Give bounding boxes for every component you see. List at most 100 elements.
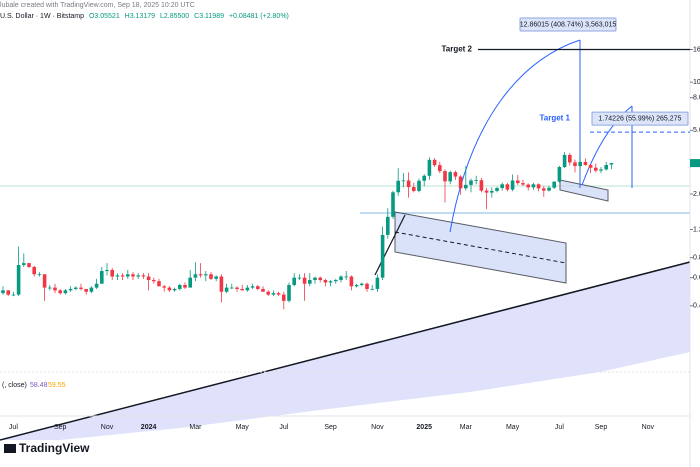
candle-body xyxy=(256,286,260,289)
candle-body xyxy=(287,284,291,301)
candle-body xyxy=(183,284,187,288)
candle-body xyxy=(552,181,556,188)
candle-body xyxy=(568,154,572,163)
x-tick-label: Jul xyxy=(555,424,564,431)
candle-body xyxy=(297,277,302,279)
candle-body xyxy=(479,180,484,191)
x-tick-label: Mar xyxy=(189,424,202,431)
candle-body xyxy=(79,287,83,289)
candle-body xyxy=(510,180,515,190)
candle-body xyxy=(126,274,130,277)
candle-body xyxy=(401,180,406,182)
candle-body xyxy=(6,290,10,295)
target-box xyxy=(591,111,689,126)
x-tick-label: Mar xyxy=(460,424,473,431)
y-tick-label: 8.0 xyxy=(693,95,700,102)
candle-body xyxy=(328,281,333,283)
candle-body xyxy=(557,166,562,182)
projection-arc xyxy=(449,39,581,233)
candle-body xyxy=(438,165,442,172)
candle-body xyxy=(209,274,213,279)
candle-body xyxy=(11,294,16,296)
channel-mid xyxy=(394,231,567,264)
candle-body xyxy=(573,162,577,167)
candle-body xyxy=(198,274,203,276)
candle-body xyxy=(58,290,62,294)
candle-body xyxy=(505,184,510,190)
candle-body xyxy=(68,288,73,291)
candle-body xyxy=(516,180,520,184)
candle-body xyxy=(261,288,265,292)
flag xyxy=(559,179,609,202)
symbol-title: U.S. Dollar · 1W · Bitstamp xyxy=(0,13,85,20)
candle-body xyxy=(609,163,614,165)
candle-body xyxy=(152,280,156,282)
candle-body xyxy=(48,287,52,289)
candle-body xyxy=(469,180,473,185)
candle-body xyxy=(271,293,276,295)
header: lubale created with TradingView.com, Sep… xyxy=(0,0,292,22)
candle-body xyxy=(16,264,21,295)
candle-body xyxy=(349,276,354,287)
candle-body xyxy=(448,172,452,182)
x-tick-label: Sep xyxy=(324,424,337,431)
y-tick-label: 5.0 xyxy=(693,127,700,134)
brand: TradingView xyxy=(19,441,90,455)
candle-body xyxy=(422,175,426,181)
candle-body xyxy=(100,271,104,284)
candle-body xyxy=(443,171,447,182)
candle-body xyxy=(115,275,120,277)
target-box-text: 1.74226 (55.99%) 265,275 xyxy=(599,116,682,123)
y-tick-label: 0.8 xyxy=(693,255,700,262)
candle-body xyxy=(375,277,380,289)
target-box xyxy=(519,17,617,32)
target-label: Target 1 xyxy=(539,113,570,122)
candle-body xyxy=(172,288,177,291)
candle-body xyxy=(339,276,343,281)
indicator-name: (, close) xyxy=(2,382,27,389)
candle-body xyxy=(146,276,151,281)
x-tick-label: Jul xyxy=(279,424,288,431)
candle-body xyxy=(354,284,359,287)
y-tick-label: 16 xyxy=(693,46,700,53)
candle-body xyxy=(417,180,421,191)
candle-body xyxy=(604,165,608,170)
candle-body xyxy=(474,180,478,181)
x-tick-label: May xyxy=(506,424,520,431)
candle-body xyxy=(396,180,400,193)
candle-body xyxy=(141,275,146,277)
candle-body xyxy=(323,280,328,283)
x-tick-label: Nov xyxy=(101,424,114,431)
candle-body xyxy=(214,276,218,279)
candle-body xyxy=(360,283,364,285)
candle-body xyxy=(74,287,78,289)
candle-body xyxy=(235,287,239,289)
x-tick-label: Nov xyxy=(371,424,384,431)
candle-body xyxy=(484,190,489,193)
candle-body xyxy=(308,280,312,284)
candle-body xyxy=(224,287,229,292)
candle-body xyxy=(500,184,504,189)
candle-body xyxy=(63,290,68,294)
candle-body xyxy=(583,161,588,165)
x-tick-label: May xyxy=(236,424,250,431)
candle-body xyxy=(266,291,270,295)
candle-body xyxy=(94,283,99,288)
candle-body xyxy=(302,277,307,284)
candle-body xyxy=(292,277,296,285)
x-tick-label: Nov xyxy=(642,424,655,431)
indicator-value: 58.48 xyxy=(30,382,48,389)
candle-body xyxy=(412,187,416,191)
candle-body xyxy=(458,176,463,189)
projection-arc xyxy=(581,105,633,186)
candle-body xyxy=(84,288,88,292)
y-tick-label: 1.2 xyxy=(693,226,700,233)
symbol-line: U.S. Dollar · 1W · Bitstamp O3.05521 H3.… xyxy=(0,11,292,22)
candle-body xyxy=(22,263,26,265)
x-tick-label: Jul xyxy=(9,424,18,431)
candle-body xyxy=(245,287,250,291)
candle-body xyxy=(110,269,114,277)
candle-body xyxy=(464,184,468,189)
y-tick-label: 0.4 xyxy=(693,303,700,310)
candle-body xyxy=(578,161,582,167)
